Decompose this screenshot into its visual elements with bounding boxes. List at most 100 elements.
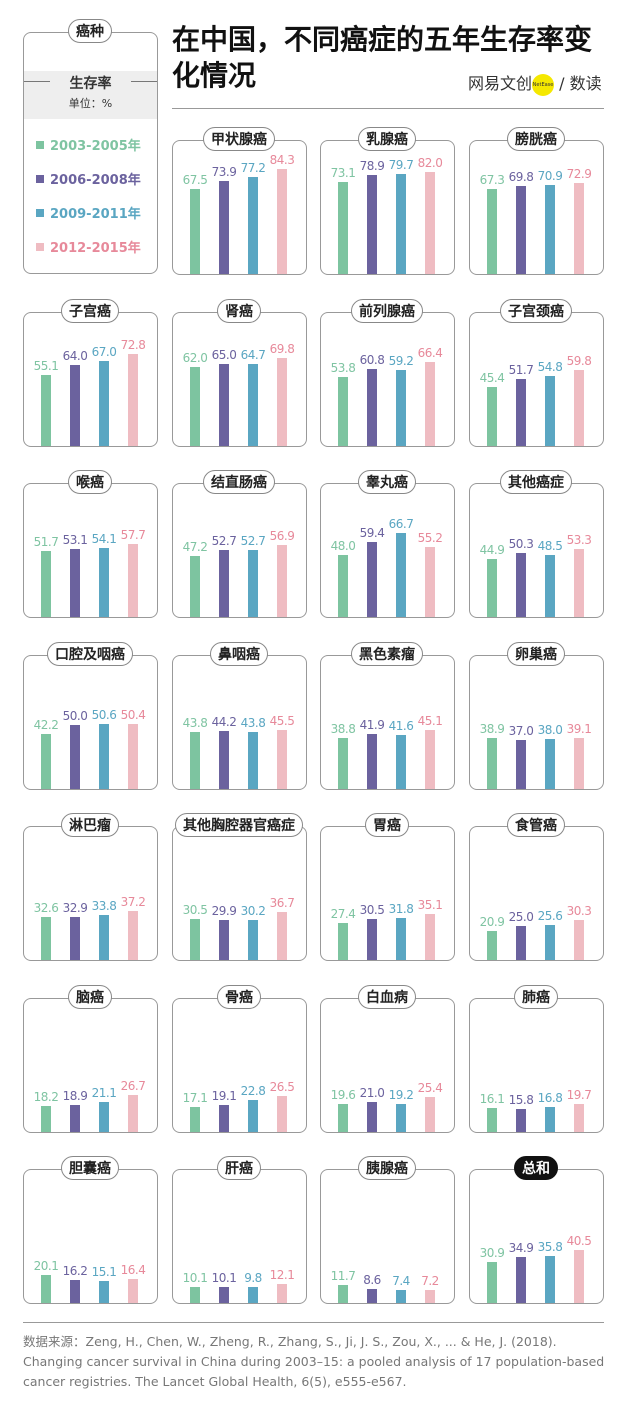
data-label: 67.5 bbox=[182, 173, 208, 187]
data-label: 16.4 bbox=[120, 1263, 146, 1278]
bar bbox=[277, 357, 287, 446]
panel: 前列腺癌 53.8 60.8 59.2 66.4 bbox=[320, 298, 455, 447]
data-label: 27.4 bbox=[330, 907, 356, 922]
panel: 总和 30.9 34.9 35.8 40.5 bbox=[469, 1156, 604, 1304]
panel: 卵巢癌 38.9 37.0 38.0 39.1 bbox=[469, 641, 604, 790]
data-label: 33.8 bbox=[91, 899, 117, 914]
data-label: 60.8 bbox=[359, 352, 385, 367]
bar bbox=[396, 917, 406, 960]
data-label: 44.9 bbox=[479, 543, 505, 558]
data-label: 52.7 bbox=[240, 533, 266, 548]
panel-title: 脑癌 bbox=[68, 984, 112, 1009]
source-note: 数据来源：Zeng, H., Chen, W., Zheng, R., Zhan… bbox=[23, 1334, 605, 1389]
data-label: 19.7 bbox=[566, 1087, 592, 1102]
bar bbox=[41, 375, 51, 446]
bar bbox=[41, 1274, 51, 1303]
logo-badge: NetEase bbox=[532, 73, 555, 96]
data-label: 32.6 bbox=[33, 900, 59, 915]
data-label: 44.2 bbox=[211, 715, 237, 730]
panel: 食管癌 20.9 25.0 25.6 30.3 bbox=[469, 813, 604, 961]
bar bbox=[545, 1256, 555, 1303]
bar bbox=[248, 1287, 258, 1303]
panel-title: 胃癌 bbox=[365, 813, 409, 837]
bar bbox=[248, 919, 258, 960]
data-label: 35.8 bbox=[537, 1240, 563, 1255]
bar bbox=[277, 911, 287, 960]
bar bbox=[425, 361, 435, 446]
divider bbox=[172, 108, 604, 109]
data-label: 37.2 bbox=[120, 895, 146, 910]
bar bbox=[396, 532, 406, 617]
legend-item: 2012-2015年 bbox=[36, 237, 141, 256]
data-label: 79.7 bbox=[388, 158, 414, 173]
data-label: 38.0 bbox=[537, 722, 563, 737]
data-label: 73.1 bbox=[330, 166, 356, 181]
data-label: 45.4 bbox=[479, 371, 505, 386]
data-label: 50.0 bbox=[62, 708, 88, 723]
panel: 子宫颈癌 45.4 51.7 54.8 59.8 bbox=[469, 298, 604, 447]
data-label: 70.9 bbox=[537, 168, 563, 183]
data-label: 69.8 bbox=[508, 170, 534, 185]
panel-title: 肝癌 bbox=[217, 1156, 261, 1180]
data-label: 62.0 bbox=[182, 351, 208, 366]
data-label: 20.1 bbox=[33, 1258, 59, 1273]
data-label: 37.0 bbox=[508, 724, 534, 739]
panel: 肝癌 10.1 10.1 9.8 12.1 bbox=[172, 1156, 307, 1304]
data-label: 82.0 bbox=[417, 155, 443, 170]
data-label: 18.2 bbox=[33, 1089, 59, 1104]
bar bbox=[367, 919, 377, 960]
data-label: 25.4 bbox=[417, 1081, 443, 1096]
data-label: 30.2 bbox=[240, 903, 266, 918]
bar bbox=[574, 1103, 584, 1132]
data-label: 53.8 bbox=[330, 360, 356, 375]
data-label: 66.7 bbox=[388, 516, 414, 531]
bar bbox=[487, 930, 497, 960]
bar bbox=[545, 375, 555, 446]
data-label: 18.9 bbox=[62, 1088, 88, 1103]
data-label: 48.5 bbox=[537, 538, 563, 553]
bar bbox=[70, 549, 80, 617]
panel: 甲状腺癌 67.5 73.9 77.2 84.3 bbox=[172, 127, 307, 275]
legend-swatch bbox=[36, 243, 44, 251]
data-label: 36.7 bbox=[269, 895, 295, 910]
bar bbox=[574, 737, 584, 789]
bar bbox=[367, 734, 377, 789]
panel: 结直肠癌 47.2 52.7 52.7 56.9 bbox=[172, 470, 307, 618]
bar bbox=[545, 1107, 555, 1132]
bar bbox=[487, 559, 497, 617]
legend-swatch bbox=[36, 209, 44, 217]
panel-title: 其他癌症 bbox=[500, 470, 572, 494]
bar bbox=[338, 1103, 348, 1132]
data-label: 50.4 bbox=[120, 708, 146, 723]
bar bbox=[338, 182, 348, 274]
bar bbox=[487, 1108, 497, 1132]
data-label: 51.7 bbox=[508, 363, 534, 378]
data-label: 31.8 bbox=[388, 901, 414, 916]
bar bbox=[338, 737, 348, 789]
bar bbox=[396, 174, 406, 274]
bar bbox=[545, 554, 555, 617]
legend-swatch bbox=[36, 175, 44, 183]
panel: 鼻咽癌 43.8 44.2 43.8 45.5 bbox=[172, 641, 307, 790]
legend-item: 2006-2008年 bbox=[36, 169, 141, 188]
bar bbox=[70, 364, 80, 446]
panel-title: 食管癌 bbox=[507, 813, 565, 837]
data-label: 30.3 bbox=[566, 903, 592, 918]
panel-title: 肺癌 bbox=[514, 984, 558, 1009]
data-label: 51.7 bbox=[33, 534, 59, 549]
bar bbox=[248, 549, 258, 617]
bar bbox=[219, 1104, 229, 1132]
panel-title: 骨癌 bbox=[217, 984, 261, 1009]
bar bbox=[516, 740, 526, 789]
logo-text: 网易文创 bbox=[468, 74, 533, 93]
data-label: 26.7 bbox=[120, 1079, 146, 1094]
panel: 白血病 19.6 21.0 19.2 25.4 bbox=[320, 984, 455, 1133]
logo: 网易文创NetEase / 数读 bbox=[468, 70, 602, 96]
data-label: 55.2 bbox=[417, 530, 443, 545]
panel-title: 结直肠癌 bbox=[203, 470, 275, 494]
bar bbox=[190, 919, 200, 960]
bar bbox=[425, 171, 435, 274]
panel-title: 膀胱癌 bbox=[507, 127, 565, 151]
data-label: 7.2 bbox=[421, 1274, 439, 1289]
bar bbox=[545, 184, 555, 274]
